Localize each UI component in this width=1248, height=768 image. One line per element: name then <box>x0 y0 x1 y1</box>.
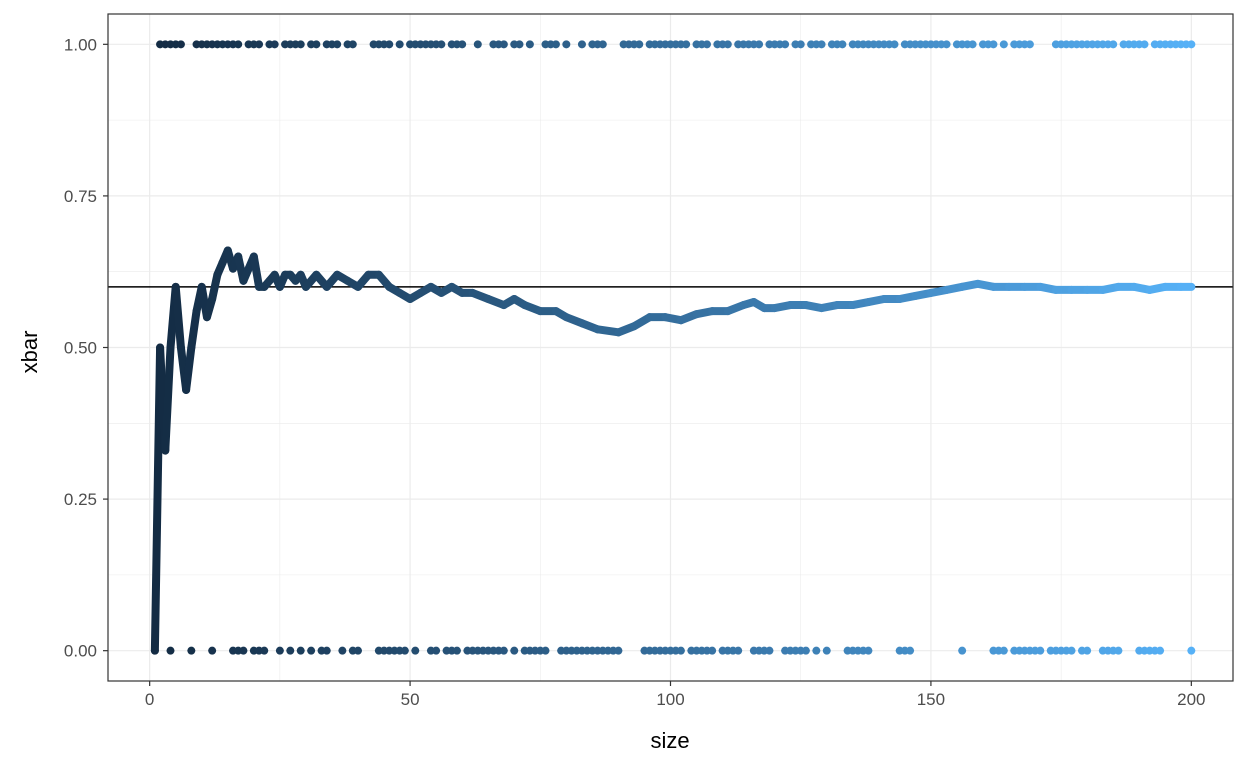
point-one <box>942 40 951 49</box>
point-zero <box>239 646 248 655</box>
point-one <box>598 40 607 49</box>
point-one <box>635 40 644 49</box>
running-mean-segment <box>249 252 264 291</box>
point-zero <box>510 646 519 655</box>
point-zero <box>275 646 284 655</box>
point-one <box>458 40 467 49</box>
point-one <box>551 40 560 49</box>
point-one <box>255 40 264 49</box>
point-zero <box>1067 646 1076 655</box>
y-axis: 0.00 0.25 0.50 0.75 1.00 <box>64 35 108 661</box>
y-tick-label: 0.00 <box>64 642 97 661</box>
x-tick-label: 50 <box>401 690 420 709</box>
point-one <box>437 40 446 49</box>
point-one <box>682 40 691 49</box>
point-zero <box>296 646 305 655</box>
point-zero <box>286 646 295 655</box>
point-zero <box>150 646 159 655</box>
running-mean-segment <box>182 343 196 394</box>
point-zero <box>322 646 331 655</box>
x-tick-label: 200 <box>1177 690 1205 709</box>
point-one <box>333 40 342 49</box>
point-zero <box>1156 646 1165 655</box>
point-zero <box>411 646 420 655</box>
point-one <box>312 40 321 49</box>
point-zero <box>906 646 915 655</box>
x-tick-label: 150 <box>917 690 945 709</box>
point-zero <box>452 646 461 655</box>
point-zero <box>1187 646 1196 655</box>
point-zero <box>307 646 316 655</box>
point-one <box>176 40 185 49</box>
point-zero <box>499 646 508 655</box>
point-zero <box>708 646 717 655</box>
point-one <box>1187 40 1196 49</box>
point-zero <box>432 646 441 655</box>
point-one <box>755 40 764 49</box>
point-zero <box>765 646 774 655</box>
point-zero <box>676 646 685 655</box>
point-one <box>562 40 571 49</box>
point-zero <box>1114 646 1123 655</box>
point-zero <box>822 646 831 655</box>
point-one <box>968 40 977 49</box>
x-axis-title: size <box>650 728 689 753</box>
point-one <box>395 40 404 49</box>
point-one <box>385 40 394 49</box>
point-zero <box>812 646 821 655</box>
running-mean-segment <box>161 343 175 455</box>
point-one <box>348 40 357 49</box>
point-zero <box>801 646 810 655</box>
point-zero <box>958 646 967 655</box>
point-one <box>234 40 243 49</box>
y-tick-label: 0.50 <box>64 339 97 358</box>
point-zero <box>400 646 409 655</box>
point-one <box>473 40 482 49</box>
point-zero <box>166 646 175 655</box>
x-tick-label: 100 <box>656 690 684 709</box>
y-tick-label: 0.25 <box>64 490 97 509</box>
running-mean-line <box>150 246 1196 655</box>
point-one <box>723 40 732 49</box>
point-zero <box>999 646 1008 655</box>
point-one <box>577 40 586 49</box>
point-one <box>817 40 826 49</box>
point-zero <box>260 646 269 655</box>
point-one <box>1025 40 1034 49</box>
point-one <box>1109 40 1118 49</box>
y-axis-title: xbar <box>17 331 42 374</box>
point-zero <box>187 646 196 655</box>
point-one <box>1140 40 1149 49</box>
x-axis: 0 50 100 150 200 <box>145 681 1206 709</box>
point-one <box>515 40 524 49</box>
point-zero <box>208 646 217 655</box>
point-one <box>890 40 899 49</box>
point-one <box>796 40 805 49</box>
y-tick-label: 1.00 <box>64 35 97 54</box>
point-zero <box>541 646 550 655</box>
point-one <box>525 40 534 49</box>
observation-points <box>150 40 1196 655</box>
y-tick-label: 0.75 <box>64 187 97 206</box>
point-one <box>296 40 305 49</box>
point-zero <box>354 646 362 655</box>
point-one <box>702 40 711 49</box>
point-zero <box>614 646 623 655</box>
running-mean-segment <box>171 282 185 352</box>
point-zero <box>1083 646 1092 655</box>
point-zero <box>338 646 347 655</box>
point-one <box>989 40 998 49</box>
point-one <box>781 40 790 49</box>
point-one <box>838 40 847 49</box>
point-one <box>270 40 279 49</box>
point-zero <box>1036 646 1045 655</box>
point-one <box>999 40 1008 49</box>
point-zero <box>734 646 743 655</box>
running-mean-segment <box>208 270 222 303</box>
point-zero <box>864 646 873 655</box>
x-tick-label: 0 <box>145 690 154 709</box>
running-mean-segment <box>187 307 201 352</box>
point-one <box>499 40 508 49</box>
